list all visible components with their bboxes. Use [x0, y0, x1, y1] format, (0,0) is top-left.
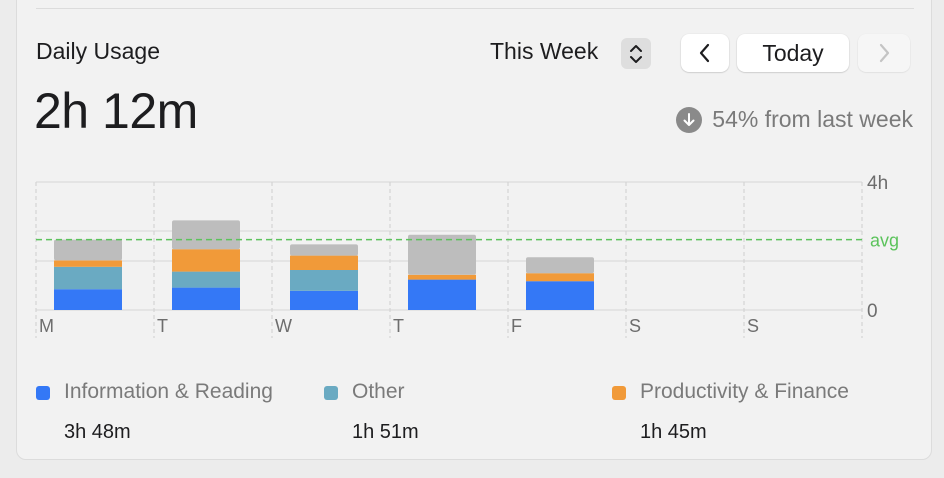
y-tick-label: 4h: [867, 173, 888, 194]
chevron-right-icon: [879, 43, 890, 63]
chevron-left-icon: [699, 43, 710, 63]
bar-segment: [172, 287, 240, 310]
average-label: avg: [870, 231, 899, 251]
legend-swatch: [324, 386, 338, 400]
bar-segment: [54, 239, 122, 261]
y-tick-label: 0: [867, 301, 878, 322]
bar-segment: [408, 279, 476, 310]
x-tick-label: T: [393, 316, 404, 336]
bar-segment: [290, 270, 358, 291]
legend-label: Other: [352, 380, 405, 403]
top-divider: [36, 8, 914, 9]
bar-segment: [172, 271, 240, 288]
bar-segment: [526, 281, 594, 310]
bar-segment: [408, 274, 476, 280]
previous-week-button[interactable]: [681, 34, 729, 72]
x-tick-label: T: [157, 316, 168, 336]
legend-label: Productivity & Finance: [640, 380, 849, 403]
legend-value: 1h 51m: [352, 421, 419, 443]
daily-usage-chart: avg 4h 0 M T W T F S S: [35, 173, 899, 338]
legend-swatch: [612, 386, 626, 400]
bar-segment: [54, 266, 122, 290]
x-tick-label: S: [629, 316, 641, 336]
bar-segment: [526, 257, 594, 274]
legend-value: 3h 48m: [64, 421, 131, 443]
legend-swatch: [36, 386, 50, 400]
chevron-up-down-icon[interactable]: [621, 38, 651, 69]
x-tick-label: S: [747, 316, 759, 336]
bar-segment: [54, 260, 122, 267]
weekly-change: 54% from last week: [676, 106, 913, 133]
chart-title: Daily Usage: [36, 38, 160, 64]
x-tick-label: F: [511, 316, 522, 336]
bar-segment: [290, 255, 358, 270]
arrow-down-circle-icon: [676, 106, 703, 133]
legend-value: 1h 45m: [640, 421, 707, 443]
legend-label: Information & Reading: [64, 380, 273, 403]
bar-segment: [408, 234, 476, 275]
change-text: 54% from last week: [712, 106, 913, 132]
bar-segment: [290, 290, 358, 310]
bar-segment: [172, 249, 240, 272]
total-usage: 2h 12m: [34, 83, 198, 139]
today-button[interactable]: Today: [737, 34, 849, 72]
next-week-button[interactable]: [858, 34, 910, 72]
bar-segment: [54, 289, 122, 310]
x-tick-label: W: [275, 316, 292, 336]
bar-segment: [172, 220, 240, 250]
x-tick-label: M: [39, 316, 54, 336]
daily-usage-card: [16, 0, 932, 460]
period-select-label[interactable]: This Week: [490, 38, 599, 64]
bar-segment: [290, 244, 358, 256]
bar-segment: [526, 273, 594, 282]
